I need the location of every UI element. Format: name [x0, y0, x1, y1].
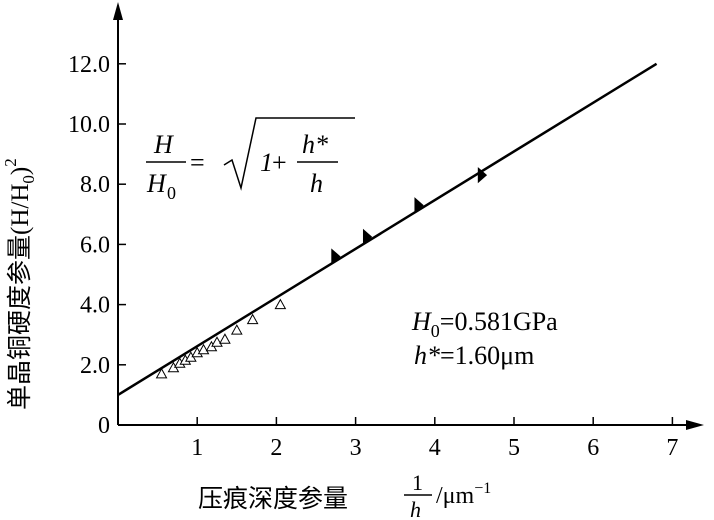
formula-lhs-numerator: H	[153, 130, 174, 159]
open-triangle-marker	[211, 336, 223, 347]
fit-line	[117, 62, 658, 396]
filled-triangle-marker	[414, 197, 424, 214]
formula-plus: +	[272, 148, 287, 177]
x-tick-label: 7	[666, 435, 678, 461]
ticks: 1 2 3 4 5 6 7 0 2.0 4.0 6.0 8.0 10.0 12.0	[68, 52, 678, 461]
x-tick-label: 5	[508, 435, 520, 461]
y-axis-label: 单晶铜硬度参量(H/H0)2	[1, 158, 38, 410]
x-tick-label: 3	[350, 435, 362, 461]
filled-triangle-marker	[362, 228, 373, 245]
x-axis-label-frac-num: 1	[412, 470, 423, 495]
open-triangle-marker	[155, 367, 168, 379]
filled-triangle-marker	[477, 167, 488, 184]
x-tick-label: 1	[191, 435, 203, 461]
h0-annotation: H0=0.581GPa	[411, 307, 558, 341]
x-axis-label: 压痕深度参量 1 h /μm−1	[198, 470, 491, 520]
y-tick-label: 0	[98, 413, 110, 439]
fit-line-group	[117, 62, 658, 396]
sqrt-sign	[223, 117, 355, 191]
formula-rhs-denominator: h	[310, 169, 323, 198]
y-tick-label: 6.0	[80, 232, 110, 258]
x-axis-label-unit: /μm−1	[436, 480, 491, 509]
x-tick-label: 4	[429, 435, 441, 461]
x-axis-label-prefix: 压痕深度参量	[198, 484, 348, 513]
y-tick-label: 10.0	[68, 112, 110, 138]
open-triangle-marker	[246, 313, 259, 325]
x-tick-label: 2	[270, 435, 282, 461]
open-triangle-marker	[219, 333, 231, 344]
formula-rhs-numerator: h*	[302, 130, 328, 159]
y-tick-label: 4.0	[80, 293, 110, 319]
x-tick-label: 6	[587, 435, 599, 461]
y-tick-label: 2.0	[80, 353, 110, 379]
axes	[117, 12, 694, 426]
hstar-annotation: h*=1.60μm	[414, 341, 534, 370]
data-points	[155, 167, 488, 379]
formula-one: 1	[260, 148, 273, 177]
open-triangle-marker	[230, 324, 243, 335]
open-triangle-marker	[197, 343, 210, 355]
y-tick-label: 12.0	[68, 52, 110, 78]
x-axis-label-frac-den: h	[410, 497, 421, 520]
formula-lhs-denominator: H	[146, 169, 167, 198]
formula: H H 0 = 1 + h* h	[146, 117, 355, 203]
parameter-annotations: H0=0.581GPa h*=1.60μm	[411, 307, 558, 370]
formula-lhs-denominator-sub: 0	[167, 183, 176, 203]
filled-triangle-marker	[331, 248, 341, 265]
formula-equals: =	[190, 148, 205, 177]
y-axis-arrow	[113, 2, 123, 20]
y-tick-label: 8.0	[80, 172, 110, 198]
x-axis-arrow	[686, 420, 704, 430]
open-triangle-marker	[274, 298, 287, 310]
